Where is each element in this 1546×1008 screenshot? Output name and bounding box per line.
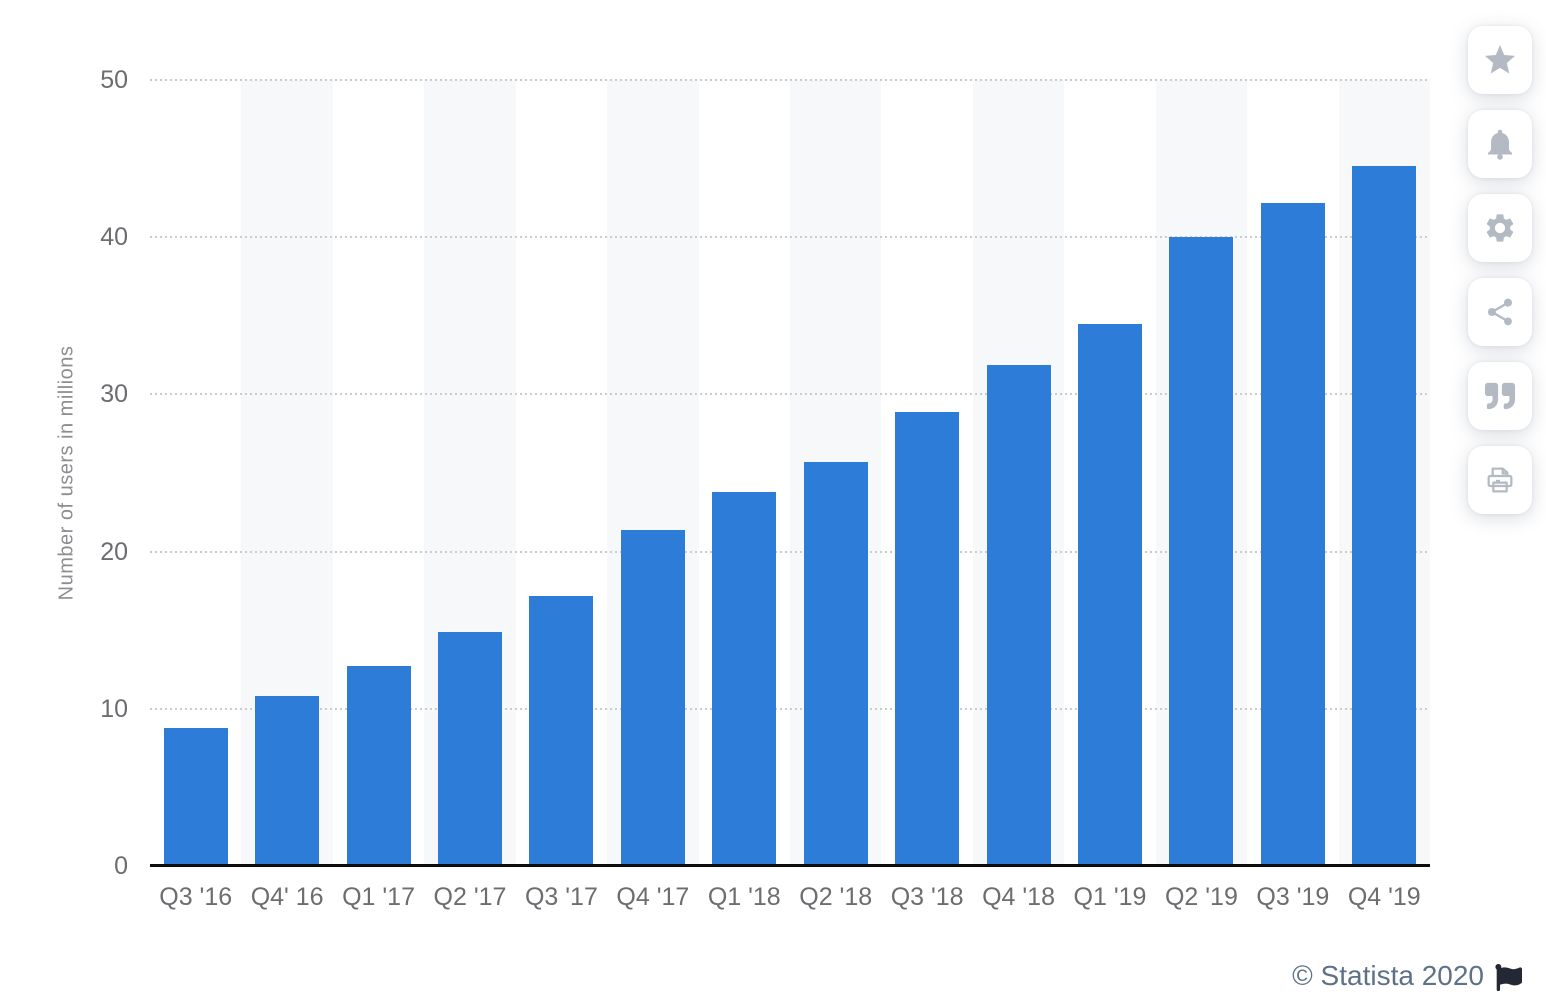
bar-Q1 '18[interactable] [712, 491, 777, 866]
bar-Q1 '17[interactable] [346, 666, 411, 866]
x-axis-line [150, 864, 1430, 867]
statista-flag-icon [1495, 963, 1522, 991]
star-icon [1485, 45, 1515, 74]
x-tick-label: Q4 '18 [982, 883, 1055, 911]
x-tick-label: Q2 '19 [1164, 883, 1238, 911]
bar-Q4 '17[interactable] [620, 529, 685, 866]
bar-Q2 '17[interactable] [438, 631, 502, 866]
bar-Q3 '18[interactable] [895, 411, 960, 866]
bar-Q3 '16[interactable] [163, 727, 228, 866]
y-tick-label: 50 [100, 66, 128, 94]
printer-icon [1487, 467, 1513, 493]
bar-Q4' 16[interactable] [255, 696, 320, 866]
gridline-10 [150, 707, 1430, 710]
gridline-20 [150, 550, 1430, 553]
plot-area [150, 79, 1430, 866]
y-tick-label: 10 [100, 694, 128, 723]
x-tick-label: Q4' 16 [250, 883, 324, 911]
quote-icon [1485, 382, 1515, 410]
chart-toolbar [1468, 26, 1532, 514]
y-tick-label: 0 [114, 852, 128, 880]
copyright-footer: © Statista 2020 [1292, 958, 1522, 994]
copyright-text: © Statista 2020 [1292, 960, 1484, 991]
bell-icon [1488, 129, 1512, 160]
x-tick-label: Q3 '16 [159, 883, 233, 911]
x-axis-tick-labels: Q3 '16 Q4' 16 Q1 '17 Q2 '17 Q3 '17 Q4 '17 Q1 '… [150, 881, 1430, 913]
bar-Q1 '19[interactable] [1078, 323, 1142, 866]
y-tick-label: 20 [100, 537, 128, 566]
x-tick-label: Q2 '17 [433, 883, 507, 911]
x-tick-label: Q1 '18 [707, 883, 781, 911]
y-tick-label: 40 [100, 223, 128, 252]
x-tick-label: Q2 '18 [799, 883, 873, 911]
gridline-30 [150, 393, 1430, 396]
y-tick-label: 30 [100, 380, 128, 409]
x-tick-label: Q1 '19 [1073, 883, 1147, 911]
bar-Q4 '18[interactable] [986, 364, 1051, 866]
x-tick-label: Q4 '17 [616, 883, 690, 911]
x-tick-label: Q3 '17 [524, 883, 598, 911]
share-button[interactable] [1468, 278, 1532, 346]
gear-icon [1486, 214, 1514, 242]
x-tick-label: Q1 '17 [342, 883, 415, 911]
share-icon [1488, 298, 1512, 326]
settings-button[interactable] [1468, 194, 1532, 262]
print-button[interactable] [1468, 446, 1532, 514]
cite-button[interactable] [1468, 362, 1532, 430]
bar-Q4 '19[interactable] [1352, 166, 1417, 866]
x-tick-label: Q4 '19 [1347, 883, 1421, 911]
notifications-button[interactable] [1468, 110, 1532, 178]
gridline-50 [150, 79, 1430, 81]
bar-Q2 '18[interactable] [803, 462, 868, 866]
x-tick-label: Q3 '18 [890, 883, 964, 911]
bar-Q3 '19[interactable] [1260, 202, 1325, 866]
favorite-button[interactable] [1468, 26, 1532, 94]
x-tick-label: Q3 '19 [1256, 883, 1330, 911]
gridline-40 [150, 236, 1430, 239]
bar-Q2 '19[interactable] [1169, 237, 1234, 866]
bar-Q3 '17[interactable] [529, 595, 594, 866]
